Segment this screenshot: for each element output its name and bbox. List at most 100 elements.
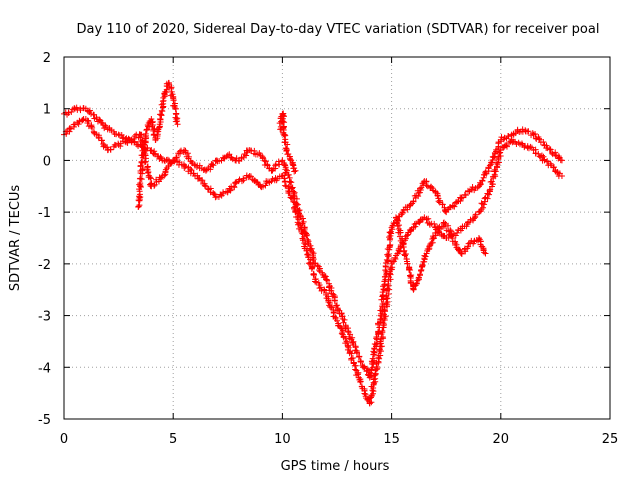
data-point	[497, 147, 504, 154]
data-point	[489, 181, 496, 188]
data-point	[172, 157, 179, 164]
data-point	[301, 226, 308, 233]
data-point	[199, 177, 206, 184]
data-point	[540, 138, 547, 145]
data-point	[449, 232, 456, 239]
data-point	[383, 301, 390, 308]
data-point	[551, 164, 558, 171]
data-point	[500, 136, 507, 143]
data-point	[378, 331, 385, 338]
y-tick-label: -3	[38, 310, 51, 325]
data-point	[413, 280, 420, 287]
data-point	[379, 327, 386, 334]
data-point	[187, 166, 194, 173]
x-tick-label: 0	[60, 432, 68, 447]
data-point	[141, 139, 148, 146]
axis-ticks: 0 5 10 15 20 25 -5 -4 -3 -2 -1 0 1 2	[38, 51, 618, 447]
data-point	[288, 179, 295, 186]
data-point	[286, 190, 293, 197]
data-point	[488, 178, 495, 185]
data-point	[148, 180, 155, 187]
data-point	[495, 159, 502, 166]
data-point	[412, 223, 419, 230]
data-point	[407, 267, 414, 274]
data-point	[345, 344, 352, 351]
data-point	[548, 150, 555, 157]
data-point	[457, 249, 464, 256]
series-track-a	[61, 104, 565, 381]
data-point	[369, 355, 376, 362]
data-point	[247, 173, 254, 180]
data-point	[188, 167, 195, 174]
data-point	[445, 222, 452, 229]
data-point	[384, 251, 391, 258]
data-point	[201, 182, 208, 189]
data-point	[304, 245, 311, 252]
data-point	[131, 133, 138, 140]
x-tick-label: 15	[383, 432, 400, 447]
data-point	[423, 182, 430, 189]
data-point	[525, 128, 532, 135]
data-point	[383, 256, 390, 263]
data-point	[357, 379, 364, 386]
data-point	[527, 143, 534, 150]
data-point	[151, 182, 158, 189]
data-point	[151, 148, 158, 155]
y-tick-label: 1	[43, 103, 51, 118]
data-point	[434, 230, 441, 237]
data-point	[387, 271, 394, 278]
data-point	[290, 198, 297, 205]
data-point	[156, 111, 163, 118]
data-point	[532, 130, 539, 137]
data-point	[296, 207, 303, 214]
x-tick-label: 10	[274, 432, 291, 447]
data-point	[172, 105, 179, 112]
data-point	[497, 136, 504, 143]
data-point	[251, 147, 258, 154]
data-point	[84, 120, 91, 127]
data-point	[434, 192, 441, 199]
data-point	[375, 328, 382, 335]
y-tick-label: -4	[38, 361, 51, 376]
data-point	[441, 208, 448, 215]
data-point	[435, 198, 442, 205]
data-point	[304, 251, 311, 258]
data-point	[158, 107, 165, 114]
data-point	[299, 237, 306, 244]
data-point	[356, 353, 363, 360]
data-point	[354, 350, 361, 357]
data-point	[451, 203, 458, 210]
data-point	[401, 252, 408, 259]
data-point	[170, 97, 177, 104]
data-point	[429, 235, 436, 242]
data-point	[388, 228, 395, 235]
data-point	[174, 118, 181, 125]
data-point	[486, 187, 493, 194]
data-point	[148, 147, 155, 154]
data-point	[497, 152, 504, 159]
data-point	[454, 198, 461, 205]
data-point	[369, 364, 376, 371]
data-point	[360, 364, 367, 371]
data-point	[240, 175, 247, 182]
data-point	[215, 194, 222, 201]
data-point	[387, 229, 394, 236]
data-point	[143, 127, 150, 134]
x-axis-label: GPS time / hours	[281, 459, 390, 474]
data-point	[152, 136, 159, 143]
data-point	[465, 243, 472, 250]
data-point	[370, 376, 377, 383]
plot-frame	[63, 56, 611, 420]
data-point	[334, 302, 340, 309]
data-point	[182, 149, 189, 156]
data-point	[147, 174, 154, 181]
data-point	[376, 355, 383, 362]
data-point	[272, 162, 279, 169]
data-point	[226, 151, 233, 158]
data-point	[284, 171, 291, 178]
data-point	[321, 286, 328, 293]
data-point	[324, 277, 331, 284]
data-point	[158, 101, 165, 108]
data-point	[492, 173, 499, 180]
